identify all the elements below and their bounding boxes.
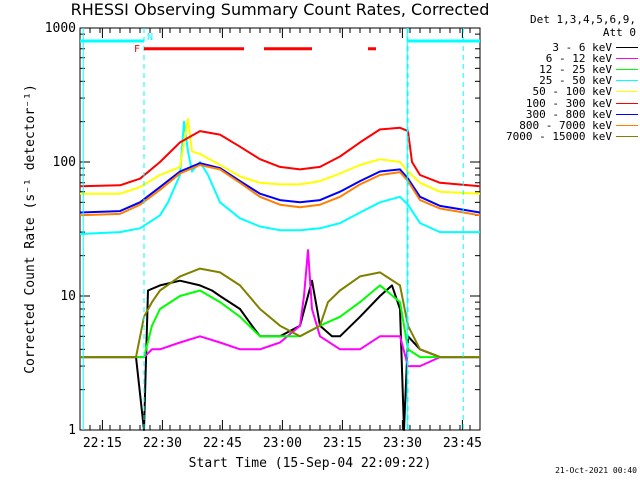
- x-tick-label: 22:45: [203, 436, 242, 451]
- x-tick-label: 23:30: [383, 436, 422, 451]
- footer-date: 21-Oct-2021 00:40: [555, 466, 637, 475]
- legend-swatch: [616, 135, 638, 137]
- series-layer: [79, 117, 481, 431]
- legend-item-label: 25 - 50 keV: [539, 74, 612, 88]
- x-tick-label: 23:15: [323, 436, 362, 451]
- legend-item-label: 6 - 12 keV: [545, 52, 612, 66]
- series-line: [79, 126, 481, 188]
- legend-swatch: [616, 102, 638, 104]
- legend-item-label: 3 - 6 keV: [552, 41, 612, 55]
- legend-header-line-2: Att 0: [602, 26, 636, 39]
- legend-swatch: [616, 91, 638, 93]
- y-tick-label: 100: [53, 155, 76, 170]
- series-line: [80, 279, 480, 431]
- series-line: [80, 284, 480, 359]
- axes-layer: 1 10 100 1000 22:15 22:30 22:45 23:00 23:15 23:30…: [23, 21, 482, 471]
- legend-swatch: [616, 69, 638, 71]
- y-tick-label: 1: [68, 423, 76, 438]
- legend: 3 - 6 keV 6 - 12 keV 12 - 25 keV 25 - 50 ke…: [483, 41, 638, 143]
- legend-item-label: 7000 - 15000 keV: [506, 129, 612, 143]
- legend-header-line-1: Det 1,3,4,5,6,9,: [530, 13, 636, 26]
- y-tick-label: 1000: [45, 21, 76, 36]
- x-tick-label: 23:45: [443, 436, 482, 451]
- legend-swatch: [616, 113, 638, 115]
- legend-item: 6 - 12 keV: [483, 52, 638, 66]
- legend-item-label: 300 - 800 keV: [525, 107, 612, 121]
- legend-item: 300 - 800 keV: [483, 107, 638, 121]
- legend-swatch: [616, 80, 638, 82]
- chart-title: RHESSI Observing Summary Count Rates, Co…: [70, 0, 490, 19]
- x-tick-label: 22:30: [143, 436, 182, 451]
- legend-item: 50 - 100 keV: [483, 85, 638, 99]
- series-line: [80, 267, 480, 359]
- legend-item: 3 - 6 keV: [483, 41, 638, 55]
- series-line: [80, 117, 481, 195]
- y-tick-label: 10: [60, 289, 76, 304]
- legend-title: Det 1,3,4,5,6,9, Att 0: [520, 13, 636, 39]
- legend-swatch: [616, 47, 638, 49]
- legend-item: 7000 - 15000 keV: [483, 129, 638, 143]
- x-tick-label: 22:15: [83, 436, 122, 451]
- legend-item: 100 - 300 keV: [483, 96, 638, 110]
- series-line: [80, 249, 480, 368]
- legend-item: 25 - 50 keV: [483, 74, 638, 88]
- x-axis-label: Start Time (15-Sep-04 22:09:22): [189, 456, 432, 471]
- series-line: [79, 120, 480, 235]
- flare-flag-label: F: [134, 44, 140, 55]
- markers-layer: FN: [80, 28, 480, 430]
- x-tick-label: 23:00: [263, 436, 302, 451]
- legend-item-label: 50 - 100 keV: [532, 85, 612, 99]
- night-flag-label: N: [147, 32, 153, 43]
- series-line: [79, 164, 481, 217]
- legend-swatch: [616, 58, 638, 60]
- legend-item-label: 800 - 7000 keV: [519, 118, 612, 132]
- y-axis-label: Corrected Count Rate (s⁻¹ detector⁻¹): [23, 84, 38, 374]
- series-line: [79, 162, 481, 214]
- legend-swatch: [616, 124, 638, 126]
- legend-item: 800 - 7000 keV: [483, 118, 638, 132]
- legend-item: 12 - 25 keV: [483, 63, 638, 77]
- legend-item-label: 12 - 25 keV: [539, 63, 612, 77]
- legend-item-label: 100 - 300 keV: [525, 96, 612, 110]
